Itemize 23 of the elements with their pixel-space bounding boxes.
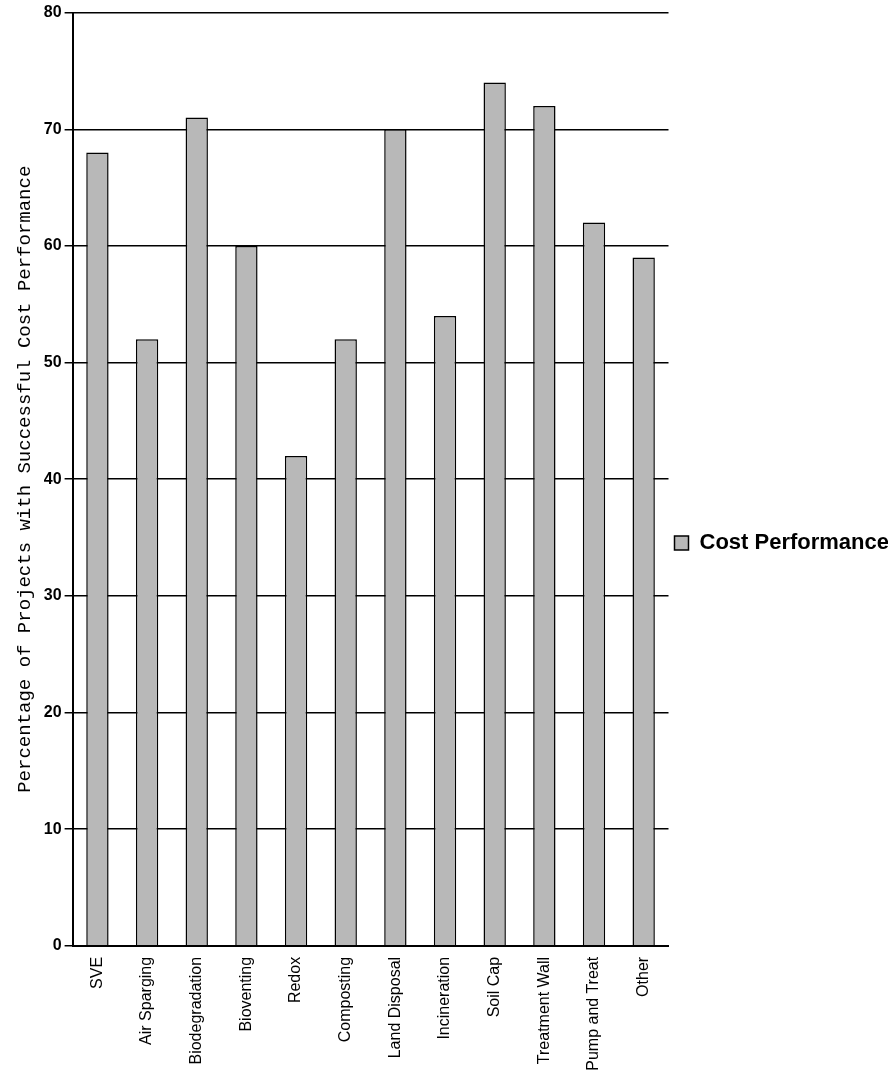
x-tick-label: Composting [336,956,354,1043]
y-tick-label: 0 [52,936,62,954]
y-tick-label: 70 [43,119,62,137]
y-tick-label: 50 [43,352,62,370]
legend-label: Cost Performance [699,529,888,555]
y-tick-label: 40 [43,469,62,487]
x-tick-label: Pump and Treat [584,956,602,1071]
x-tick-label: Redox [286,956,304,1004]
x-tick-label: Treatment Wall [534,956,552,1065]
y-axis-title: Percentage of Projects with Successful Cost Performance [14,165,37,793]
x-tick-label: Other [634,956,652,997]
y-tick-label: 10 [43,819,62,837]
x-tick-label: Bioventing [236,956,254,1032]
y-tick-label: 80 [43,3,62,21]
y-tick-label: 60 [43,236,62,254]
x-tick-label: Soil Cap [485,956,503,1018]
x-tick-label: Incineration [435,956,453,1040]
x-tick-label: Land Disposal [385,956,403,1059]
x-tick-label: Biodegradation [187,956,205,1065]
y-tick-label: 20 [43,702,62,720]
y-tick-label: 30 [43,586,62,604]
x-tick-label: SVE [87,956,105,989]
x-tick-label: Air Sparging [137,956,155,1045]
